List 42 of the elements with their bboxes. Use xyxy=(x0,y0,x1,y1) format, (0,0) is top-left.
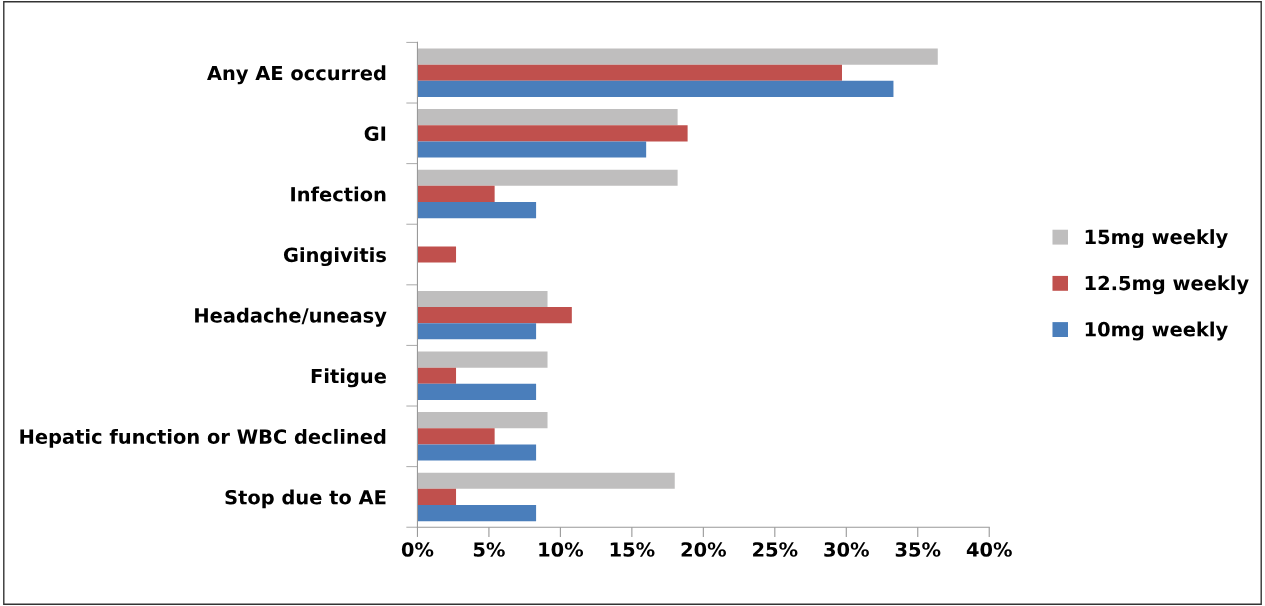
y-tick-label: Infection xyxy=(291,186,386,202)
bar xyxy=(417,202,537,219)
x-tick-label: 0% xyxy=(401,542,434,557)
y-tick-label: Hepatic function or WBC declined xyxy=(20,428,386,448)
bar xyxy=(417,428,495,445)
bar xyxy=(417,444,537,461)
bar xyxy=(417,80,894,97)
bar xyxy=(417,505,537,522)
bar xyxy=(417,412,548,429)
x-tick-label: 10% xyxy=(539,542,584,557)
bar xyxy=(417,185,495,202)
legend-label: 10mg weekly xyxy=(1085,321,1228,341)
x-tick-label: 20% xyxy=(681,542,726,557)
bar xyxy=(417,290,548,308)
bar xyxy=(417,141,647,158)
bar xyxy=(417,472,675,489)
legend-label: 15mg weekly xyxy=(1085,229,1228,249)
x-tick-label: 15% xyxy=(610,542,655,557)
bar xyxy=(417,125,688,142)
bar xyxy=(417,323,537,340)
y-tick-label: Stop due to AE xyxy=(225,489,386,509)
y-tick-label: Headache/uneasy xyxy=(195,307,387,327)
x-tick-label: 5% xyxy=(473,542,505,557)
bar xyxy=(417,351,548,368)
y-tick-label: Gingivitis xyxy=(283,247,386,267)
bar xyxy=(417,246,457,263)
x-tick-label: 25% xyxy=(753,542,798,557)
bar xyxy=(417,169,678,186)
y-tick-label: Fitigue xyxy=(311,368,386,388)
bar xyxy=(417,488,457,505)
x-tick-label: 35% xyxy=(895,542,941,557)
x-tick-label: 30% xyxy=(824,542,869,557)
y-tick-label: Any AE occurred xyxy=(207,65,386,85)
y-tick-label: GI xyxy=(364,126,386,141)
bar xyxy=(417,64,842,81)
bar xyxy=(417,367,457,384)
legend-label: 12.5mg weekly xyxy=(1085,275,1249,295)
bar xyxy=(417,307,572,324)
bar xyxy=(417,109,678,126)
x-tick-label: 40% xyxy=(966,542,1012,557)
bar xyxy=(417,383,537,400)
bar xyxy=(417,48,938,65)
